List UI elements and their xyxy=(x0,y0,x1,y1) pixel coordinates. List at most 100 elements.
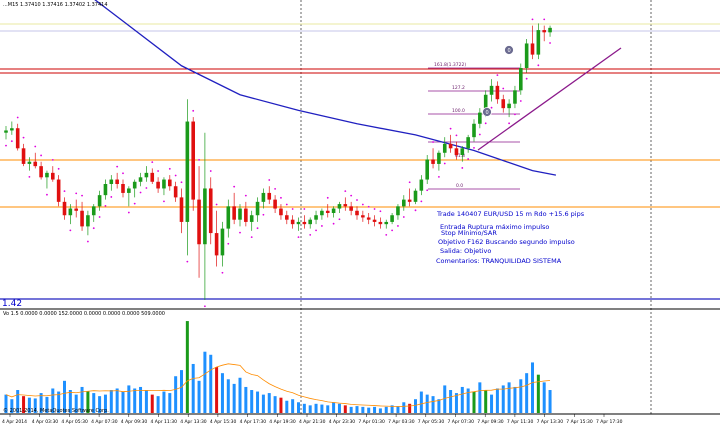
sar-dot xyxy=(443,162,446,165)
volume-bar xyxy=(215,367,219,413)
volume-bar xyxy=(361,406,365,413)
sar-dot xyxy=(361,203,364,206)
candle-body xyxy=(325,210,330,213)
trend-line[interactable] xyxy=(477,47,622,151)
time-label: 7 Apr 11:30 xyxy=(507,419,534,425)
candle-body xyxy=(21,148,26,164)
volume-bar xyxy=(536,374,540,413)
volume-bar xyxy=(384,406,388,413)
volume-bar xyxy=(156,396,160,413)
annotation-line-5: Salida: Objetivo xyxy=(440,247,491,255)
candle-body xyxy=(519,68,523,91)
volume-bar xyxy=(267,393,271,413)
volume-bar xyxy=(443,385,447,413)
trade-badge-exit-label: 0 xyxy=(508,48,511,54)
candle-body xyxy=(349,206,353,211)
candle-body xyxy=(203,188,207,245)
volume-bar xyxy=(285,400,289,413)
candle-body xyxy=(355,210,359,216)
candle-body xyxy=(320,210,324,216)
candle-body xyxy=(460,148,465,155)
volume-bar xyxy=(478,382,482,413)
volume-bar xyxy=(495,388,499,413)
candle-body xyxy=(68,208,73,216)
sar-dot xyxy=(151,161,154,164)
candle-body xyxy=(302,221,307,225)
sar-dot xyxy=(256,227,259,230)
trade-badge-entry[interactable] xyxy=(482,107,492,117)
volume-bar xyxy=(103,394,107,413)
candle-body xyxy=(232,206,236,220)
time-label: 4 Apr 21:30 xyxy=(299,419,326,425)
sar-dot xyxy=(244,194,247,197)
candle-body xyxy=(45,172,49,178)
annotation-line-3: Stop Mínimo/SAR xyxy=(441,229,497,237)
candle-body xyxy=(249,215,254,222)
candle-body xyxy=(86,215,90,227)
sar-dot xyxy=(198,159,200,161)
candle-body xyxy=(548,27,552,33)
sar-dot xyxy=(139,191,142,194)
time-label: 4 Apr 07:30 xyxy=(91,419,118,425)
volume-bar xyxy=(326,405,330,413)
sar-dot xyxy=(157,170,160,172)
sar-dot xyxy=(92,227,95,230)
trade-badge-exit[interactable] xyxy=(504,45,514,55)
sar-dot xyxy=(87,240,89,243)
volume-bar xyxy=(220,373,224,413)
volume-bar xyxy=(332,402,336,413)
sar-dot xyxy=(379,210,382,213)
sar-dot xyxy=(467,158,470,160)
sar-dot xyxy=(397,225,399,227)
sar-dot xyxy=(186,260,189,263)
volume-bar xyxy=(454,393,458,413)
candle-body xyxy=(390,215,394,222)
candle-body xyxy=(454,148,459,155)
volume-bar xyxy=(139,386,143,413)
sar-dot xyxy=(215,203,218,206)
sar-dot xyxy=(490,106,493,109)
volume-bar xyxy=(45,396,49,413)
candle-body xyxy=(62,201,67,216)
time-label: 4 Apr 15:30 xyxy=(210,419,237,425)
sar-dot xyxy=(519,100,522,102)
volume-ma-line xyxy=(5,363,551,408)
sar-dot xyxy=(34,145,37,148)
candle-body xyxy=(273,199,277,209)
sar-dot xyxy=(402,216,405,218)
candle-body xyxy=(121,184,125,193)
sar-dot xyxy=(227,242,230,245)
sar-dot xyxy=(332,222,335,225)
sar-dot xyxy=(122,172,124,175)
volume-bar xyxy=(256,391,260,413)
time-label: 4 Apr 23:30 xyxy=(329,419,356,425)
time-label: 4 Apr 11:30 xyxy=(151,419,178,425)
annotation-line-1: Trade 140407 EUR/USD 15 m Rdo +15.6 pips xyxy=(436,210,585,218)
moving-average xyxy=(94,0,557,176)
candles xyxy=(4,23,552,300)
volume-bar xyxy=(127,385,131,413)
candle-body xyxy=(489,85,494,95)
volume-bar xyxy=(349,406,353,413)
volume-bar xyxy=(109,390,113,413)
sar-dot xyxy=(285,203,288,206)
volume-bar xyxy=(484,390,488,413)
candle-body xyxy=(361,215,365,218)
candle-body xyxy=(384,221,389,225)
fib-label-0: 0.0 xyxy=(456,183,463,189)
sar-dot xyxy=(51,159,54,161)
candle-body xyxy=(97,195,102,207)
volume-bar xyxy=(472,391,476,413)
candle-body xyxy=(127,188,131,193)
volume-bar xyxy=(320,404,324,413)
volume-bar xyxy=(548,390,552,413)
volume-bar xyxy=(449,390,453,413)
candle-body xyxy=(156,181,160,189)
sar-dot xyxy=(391,229,393,232)
time-label: 7 Apr 05:30 xyxy=(418,419,445,425)
volume-bar xyxy=(525,373,529,413)
volume-bar xyxy=(33,398,37,413)
volume-bar xyxy=(337,403,341,413)
